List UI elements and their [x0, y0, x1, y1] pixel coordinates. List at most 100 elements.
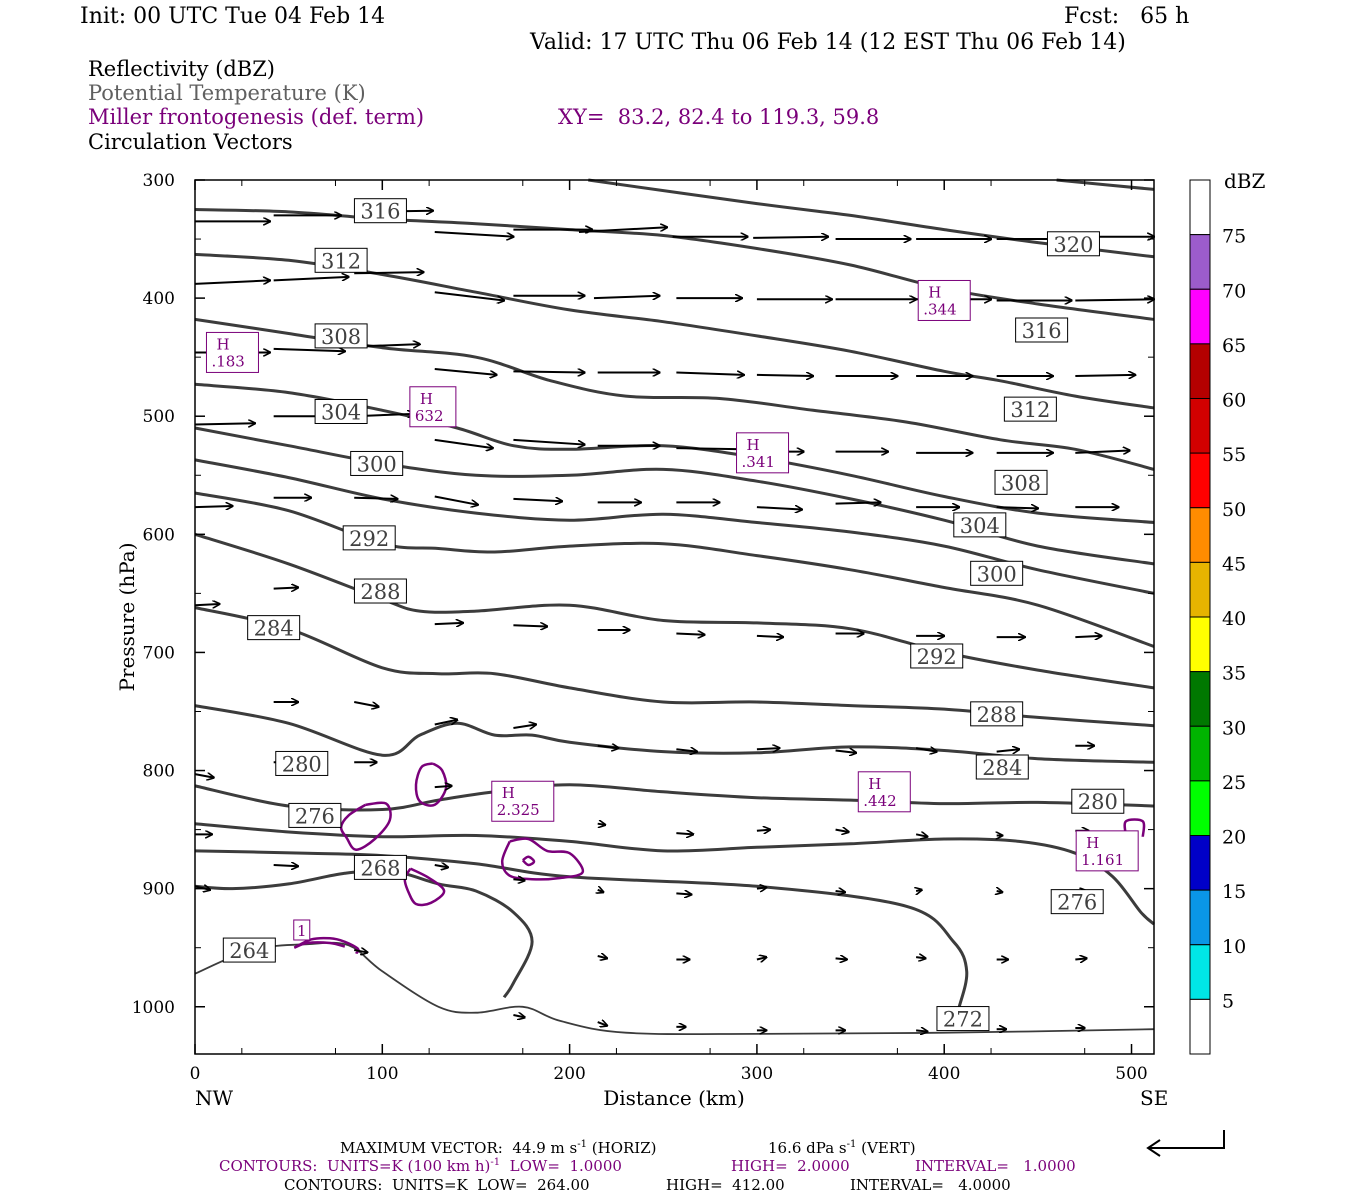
vector-111 — [835, 958, 847, 959]
theta-label-text: 304 — [960, 514, 1000, 538]
vector-58 — [996, 507, 1038, 508]
vector-5 — [578, 227, 667, 233]
dbz-colorbar: 75 70 65 60 55 50 45 40 35 30 25 20 15 10 5 — [1189, 179, 1246, 1055]
vector-17 — [593, 296, 660, 298]
colorbar-bin-10 — [1189, 944, 1211, 1000]
colorbar-label: 70 — [1222, 280, 1246, 302]
colorbar-bin-60 — [1189, 398, 1211, 454]
theta-label-box — [314, 398, 368, 424]
colorbar-label: 25 — [1222, 772, 1246, 794]
theta-label-text: 264 — [229, 939, 269, 963]
theta-label-box — [350, 450, 404, 476]
vector-95 — [273, 865, 298, 866]
miller-high-label: H2.325 — [491, 780, 555, 822]
miller-high-box — [917, 279, 971, 321]
theta-label-304: 304 — [314, 398, 368, 424]
theta-label-text: 312 — [1010, 398, 1050, 422]
miller-high-letter: H — [868, 775, 881, 793]
miller-high-label: 1 — [293, 919, 311, 941]
vector-67 — [756, 636, 783, 637]
vector-120 — [916, 1030, 927, 1031]
theta-label-box — [353, 854, 407, 880]
theta-label-box — [288, 802, 342, 828]
vector-25 — [273, 349, 345, 351]
contours1-low: LOW= 1.0000 — [509, 1157, 622, 1175]
theta-label-box — [936, 1006, 990, 1032]
miller-contour-high: HIGH= 2.0000 — [731, 1157, 850, 1175]
legend-miller: Miller frontogenesis (def. term) — [88, 105, 425, 129]
theta-label-text: 308 — [321, 325, 361, 349]
axes: 0 100 200 300 400 500 300 400 500 600 700 800 900 100… — [132, 171, 1154, 1084]
theta-label-316: 316 — [1015, 317, 1069, 343]
miller-contour-3 — [500, 837, 585, 881]
theta-label-268: 268 — [353, 854, 407, 880]
theta-label-text: 280 — [1078, 790, 1118, 814]
vert-tail: (VERT) — [861, 1139, 916, 1157]
superscript: -1 — [577, 1139, 587, 1150]
vector-90 — [835, 830, 849, 832]
legend-vectors: Circulation Vectors — [88, 130, 293, 154]
miller-contour-7 — [1123, 818, 1146, 837]
vector-61 — [273, 587, 298, 588]
vector-27 — [434, 367, 497, 375]
vector-115 — [513, 1015, 524, 1017]
theta-label-320: 320 — [1046, 231, 1100, 257]
x-tick-label: 200 — [553, 1064, 585, 1084]
vector-91 — [915, 834, 927, 836]
colorbar-bin-20 — [1189, 835, 1211, 891]
x-tick-label: 0 — [190, 1064, 201, 1084]
theta-line-268 — [194, 868, 534, 999]
miller-high-label: H.183 — [205, 331, 259, 373]
theta-label-276: 276 — [288, 802, 342, 828]
theta-label-text: 272 — [943, 1008, 983, 1032]
theta-label-text: 276 — [1057, 891, 1097, 915]
colorbar-label: 45 — [1222, 553, 1246, 575]
vector-28 — [513, 371, 584, 372]
theta-label-272: 272 — [936, 1006, 990, 1032]
miller-high-box — [736, 432, 790, 474]
theta-line-328 — [1056, 178, 1155, 191]
y-tick-label: 500 — [143, 407, 175, 427]
miller-high-box — [491, 780, 555, 822]
theta-label-text: 268 — [360, 856, 400, 880]
theta-label-300: 300 — [970, 560, 1024, 586]
vector-86 — [434, 786, 452, 787]
miller-contours — [293, 762, 1146, 955]
theta-label-box — [342, 525, 396, 551]
miller-high-box — [1075, 830, 1139, 872]
reference-vector-icon — [1146, 1130, 1225, 1157]
vector-51 — [434, 495, 478, 505]
vector-78 — [756, 748, 779, 749]
y-tick-label: 700 — [143, 643, 175, 663]
theta-label-288: 288 — [353, 578, 407, 604]
vector-3 — [434, 230, 514, 237]
theta-label-284: 284 — [975, 754, 1029, 780]
superscript: -1 — [846, 1139, 857, 1150]
vector-36 — [194, 423, 255, 424]
colorbar-label: 20 — [1222, 827, 1246, 849]
y-tick-label: 300 — [143, 171, 175, 191]
colorbar-bin-45 — [1189, 561, 1211, 618]
theta-label-box — [1003, 396, 1057, 422]
miller-high-box — [205, 331, 259, 373]
miller-high-letter: H — [420, 390, 433, 408]
theta-label-box — [970, 701, 1024, 727]
theta-label-text: 288 — [977, 703, 1017, 727]
theta-isentropes — [194, 178, 1156, 1036]
x-left-label: NW — [195, 1086, 234, 1110]
miller-high-value: 2.325 — [497, 801, 540, 819]
miller-high-box — [409, 386, 457, 428]
vector-30 — [676, 373, 743, 375]
theta-label-box — [953, 512, 1007, 538]
vector-99 — [598, 890, 604, 892]
colorbar-bin-35 — [1189, 671, 1211, 727]
colorbar-label: 30 — [1222, 717, 1246, 739]
theta-label-box — [975, 754, 1029, 780]
vector-13 — [273, 277, 349, 282]
x-tick-label: 100 — [366, 1064, 398, 1084]
theta-label-308: 308 — [994, 469, 1048, 495]
theta-label-box — [1050, 889, 1104, 915]
theta-label-text: 280 — [282, 752, 322, 776]
vector-52 — [513, 499, 562, 501]
